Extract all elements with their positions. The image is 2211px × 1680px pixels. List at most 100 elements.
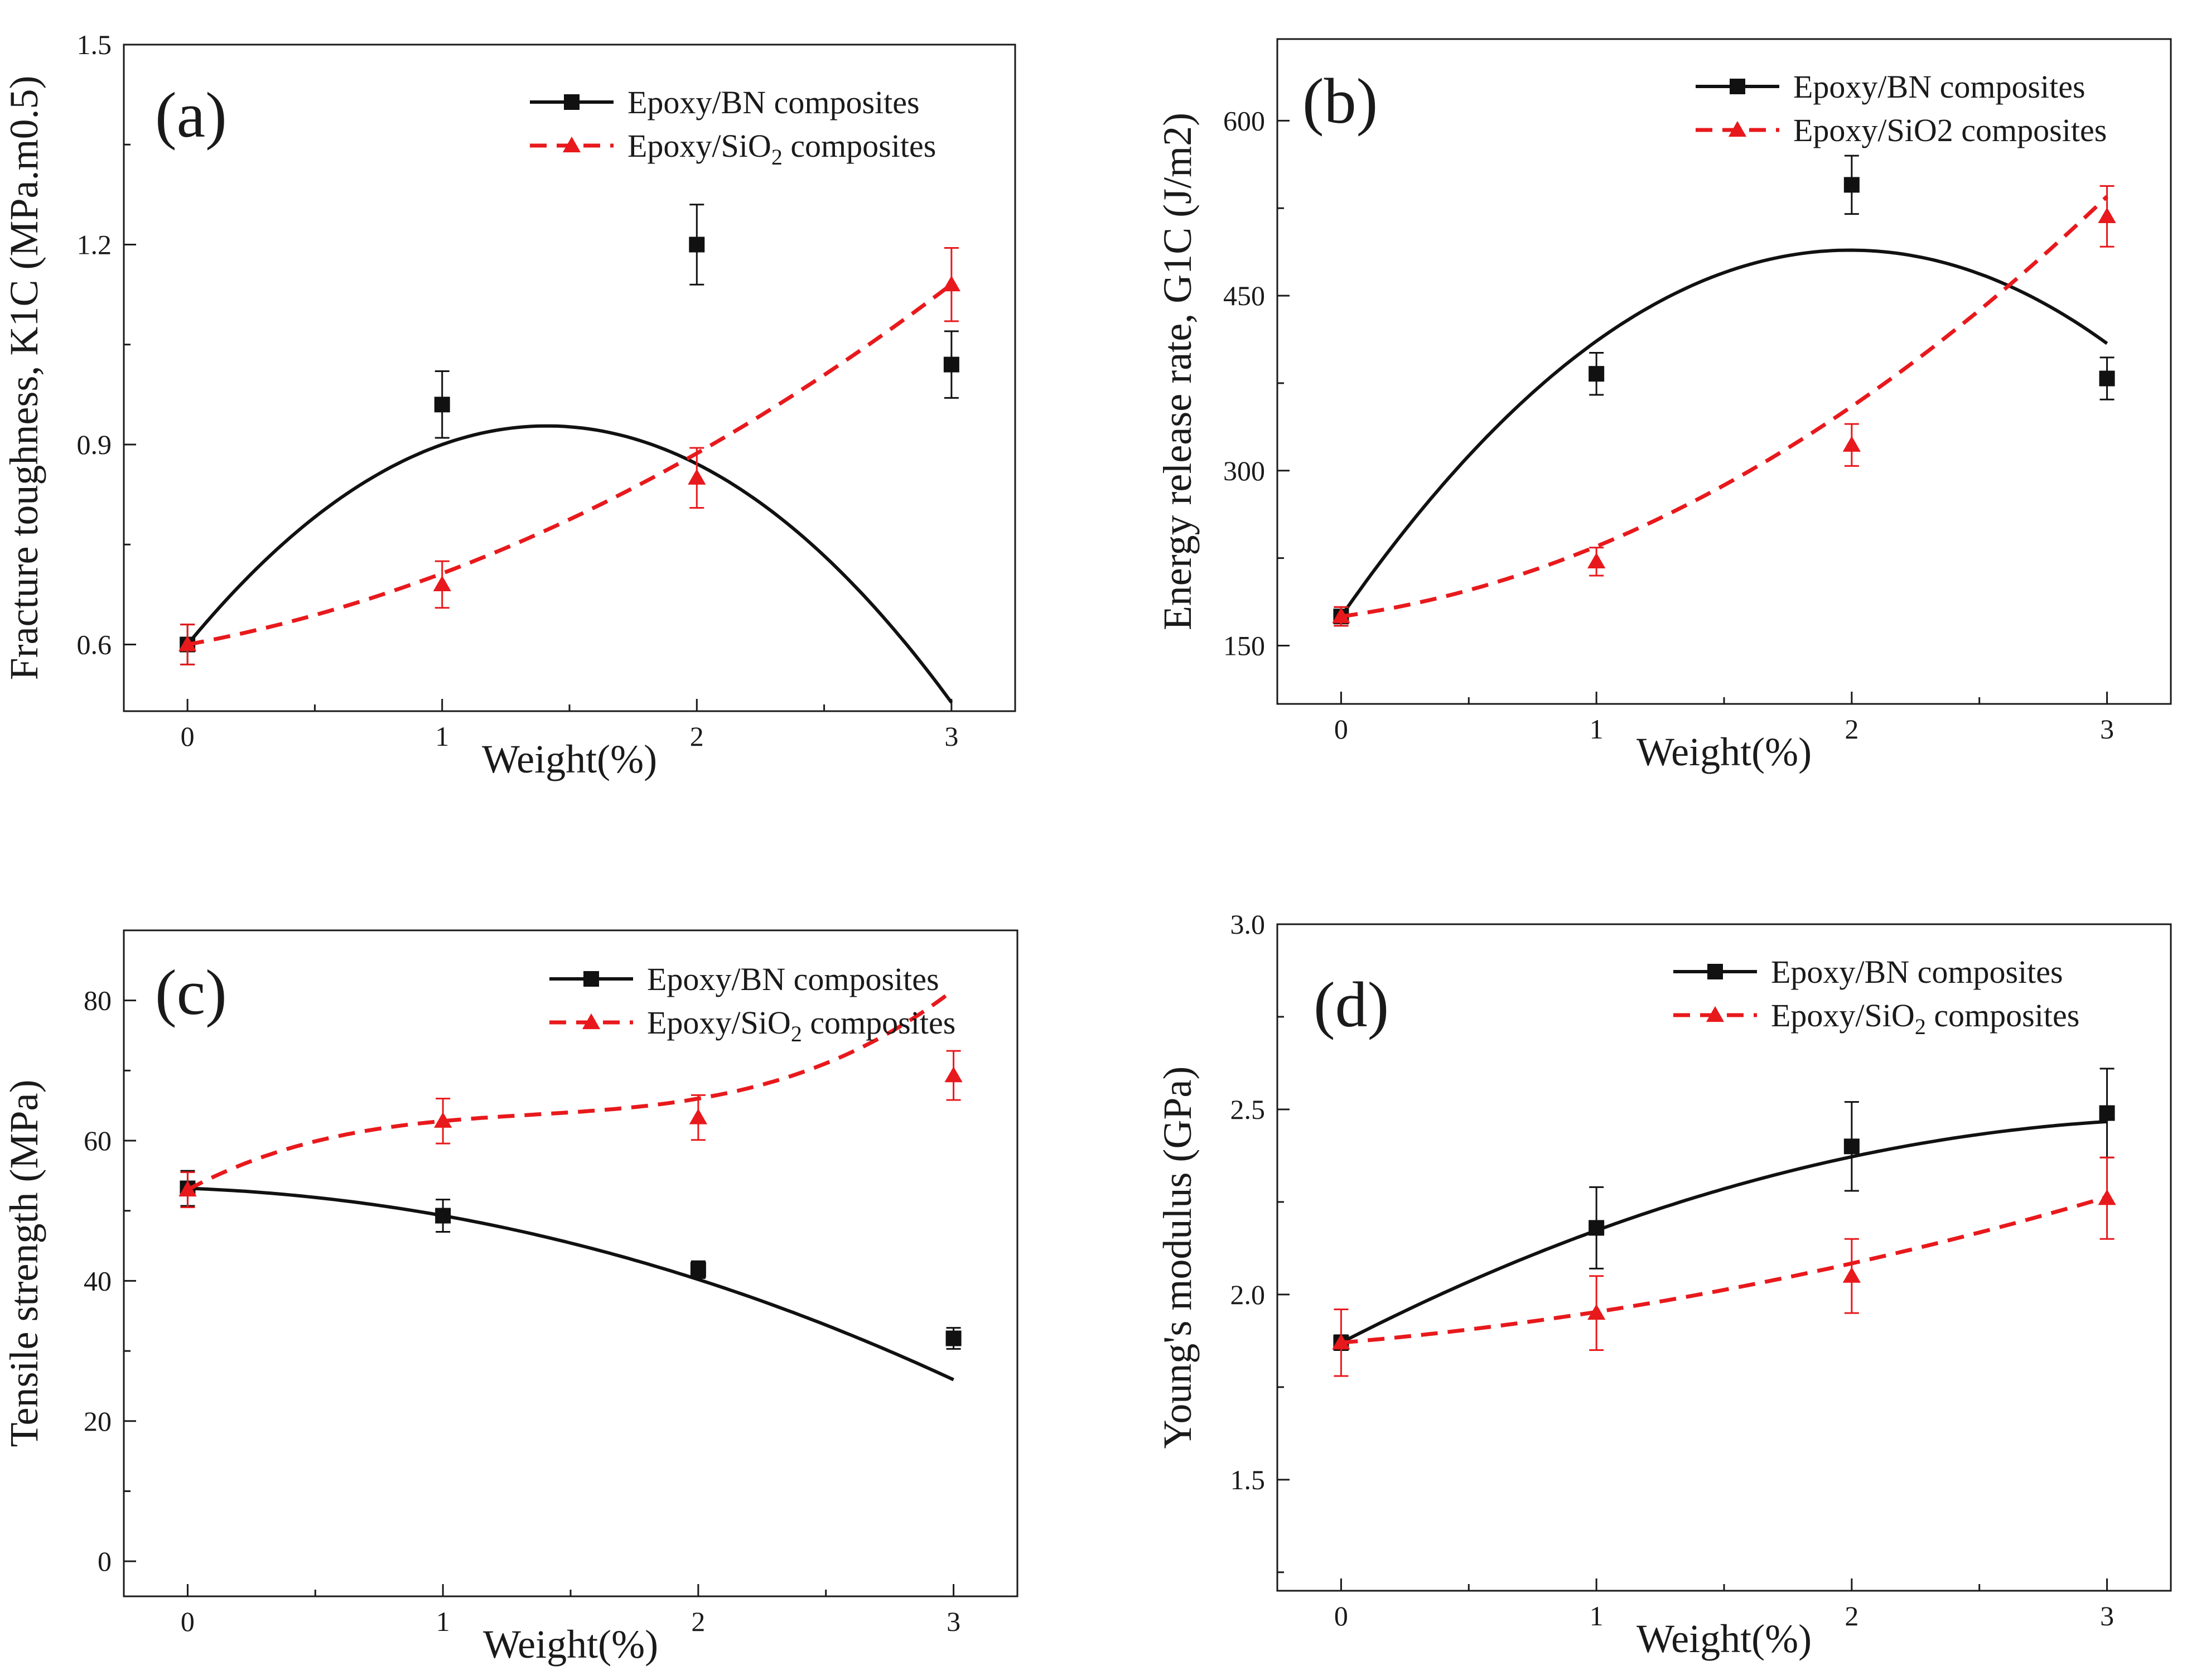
- y-tick-label: 1.5: [1230, 1464, 1266, 1495]
- y-axis-title: Tensile strength (MPa): [2, 1080, 46, 1447]
- panel-label: (c): [155, 957, 227, 1029]
- x-axis-title: Weight(%): [482, 737, 657, 781]
- x-tick-label: 1: [1590, 713, 1604, 745]
- y-tick-label: 1.2: [77, 229, 112, 260]
- legend-label-main: Epoxy/BN composites: [647, 961, 939, 997]
- legend-label-main: Epoxy/BN composites: [1793, 69, 2086, 105]
- legend-label-main: Epoxy/SiO: [1771, 997, 1915, 1034]
- data-point-sio2: [178, 635, 197, 651]
- x-tick-label: 2: [690, 721, 704, 752]
- legend-label-bn: Epoxy/BN composites: [647, 961, 939, 997]
- data-point-bn: [689, 236, 705, 253]
- y-tick-label: 600: [1223, 105, 1265, 136]
- y-axis-title: Fracture toughness, K1C (MPa.m0.5): [2, 76, 46, 680]
- y-axis-title: Young's modulus (GPa): [1155, 1066, 1200, 1449]
- data-point-sio2: [434, 1112, 452, 1128]
- x-tick-label: 1: [435, 721, 449, 752]
- data-point-bn: [2099, 1105, 2115, 1121]
- legend-label-main: Epoxy/BN composites: [627, 84, 920, 120]
- legend-label-subscript: 2: [771, 144, 783, 170]
- x-axis-title: Weight(%): [1636, 1616, 1812, 1661]
- x-tick-label: 2: [1845, 1600, 1858, 1631]
- y-tick-label: 2.5: [1230, 1094, 1266, 1125]
- y-tick-label: 20: [84, 1406, 112, 1437]
- legend-label-tail: composites: [802, 1005, 955, 1041]
- legend-label-bn: Epoxy/BN composites: [1793, 69, 2086, 105]
- x-tick-label: 2: [691, 1606, 705, 1637]
- data-point-bn: [1843, 1138, 1860, 1155]
- panel-label: (b): [1302, 66, 1378, 137]
- x-tick-label: 3: [2100, 1600, 2114, 1631]
- legend-marker-bn: [1730, 79, 1745, 94]
- legend-label-main: Epoxy/BN composites: [1771, 954, 2063, 990]
- data-point-bn: [1589, 1220, 1605, 1236]
- x-tick-label: 2: [1845, 713, 1858, 745]
- legend-label-tail: composites: [1926, 997, 2079, 1034]
- legend-label-sio2: Epoxy/SiO2 composites: [647, 1005, 955, 1046]
- chart-panel-d: 0 1 2 3 1.5 2.0 2.5 3.0 Weight(%) Young's modulus…: [1155, 909, 2172, 1661]
- panel-label: (a): [155, 80, 227, 151]
- legend-label-subscript: 2: [1915, 1014, 1926, 1039]
- legend-marker-bn: [564, 94, 580, 110]
- x-axis-title: Weight(%): [483, 1622, 658, 1667]
- legend-marker-sio2: [1706, 1006, 1725, 1022]
- legend-label-sio2: Epoxy/SiO2 composites: [1771, 997, 2079, 1039]
- data-point-sio2: [433, 575, 451, 592]
- x-tick-label: 1: [436, 1606, 450, 1637]
- data-point-bn: [1843, 177, 1860, 193]
- x-tick-label: 3: [947, 1606, 960, 1637]
- legend-label-sio2: Epoxy/SiO2 composites: [627, 128, 936, 170]
- series-line-sio2: [186, 988, 955, 1192]
- data-point-bn: [434, 397, 450, 413]
- data-point-sio2: [2098, 1189, 2116, 1205]
- data-point-sio2: [1332, 607, 1350, 624]
- legend-marker-bn: [583, 971, 599, 987]
- data-point-sio2: [2098, 207, 2116, 223]
- legend-label-sio2: Epoxy/SiO2 composites: [1793, 112, 2107, 148]
- chart-panel-a: 0 1 2 3 0.6 0.9 1.2 1.5 Weight(%) Fracture toughn…: [2, 29, 1016, 781]
- y-tick-label: 150: [1223, 630, 1265, 661]
- x-tick-label: 0: [181, 1606, 195, 1637]
- data-point-sio2: [944, 1066, 963, 1083]
- data-point-sio2: [1332, 1334, 1350, 1350]
- y-tick-label: 0.6: [77, 629, 112, 660]
- data-point-sio2: [1842, 1267, 1861, 1283]
- data-point-bn: [943, 356, 959, 373]
- data-point-sio2: [1842, 436, 1861, 452]
- x-tick-label: 3: [2100, 713, 2114, 745]
- y-tick-label: 450: [1223, 280, 1265, 311]
- series-line-sio2: [187, 283, 953, 646]
- legend-label-main: Epoxy/SiO: [627, 128, 771, 164]
- chart-panel-c: 0 1 2 3 0 20 40 60 80 Weight(%) Tensile strength (…: [2, 929, 1018, 1667]
- y-tick-label: 40: [84, 1265, 112, 1296]
- series-line-sio2: [1341, 1195, 2108, 1345]
- data-point-bn: [945, 1330, 962, 1346]
- data-point-sio2: [688, 469, 706, 485]
- panel-label: (d): [1314, 969, 1389, 1041]
- series-line-bn: [187, 1186, 954, 1382]
- legend-label-main: Epoxy/SiO: [647, 1005, 791, 1041]
- x-tick-label: 1: [1590, 1600, 1604, 1631]
- data-point-sio2: [178, 1180, 197, 1197]
- data-point-bn: [690, 1262, 706, 1278]
- x-tick-label: 3: [944, 721, 958, 752]
- y-tick-label: 3.0: [1230, 909, 1266, 940]
- legend-label-bn: Epoxy/BN composites: [627, 84, 920, 120]
- legend-label-subscript: 2: [791, 1021, 802, 1046]
- chart-panel-b: 0 1 2 3 150 300 450 600 Weight(%) Energy release …: [1155, 38, 2172, 774]
- y-tick-label: 0.9: [77, 429, 112, 460]
- x-tick-label: 0: [1334, 713, 1348, 745]
- x-tick-label: 0: [1334, 1600, 1348, 1631]
- data-point-sio2: [942, 276, 960, 292]
- series-line-bn: [186, 424, 953, 704]
- y-tick-label: 60: [84, 1125, 112, 1156]
- y-tick-label: 2.0: [1230, 1279, 1266, 1310]
- y-axis-title: Energy release rate, G1C (J/m2): [1155, 113, 1200, 630]
- legend-marker-bn: [1707, 964, 1723, 979]
- y-tick-label: 1.5: [77, 29, 112, 60]
- data-point-sio2: [1587, 1304, 1606, 1320]
- y-tick-label: 0: [98, 1546, 112, 1577]
- series-line-sio2: [1340, 195, 2109, 619]
- data-point-bn: [1589, 366, 1605, 382]
